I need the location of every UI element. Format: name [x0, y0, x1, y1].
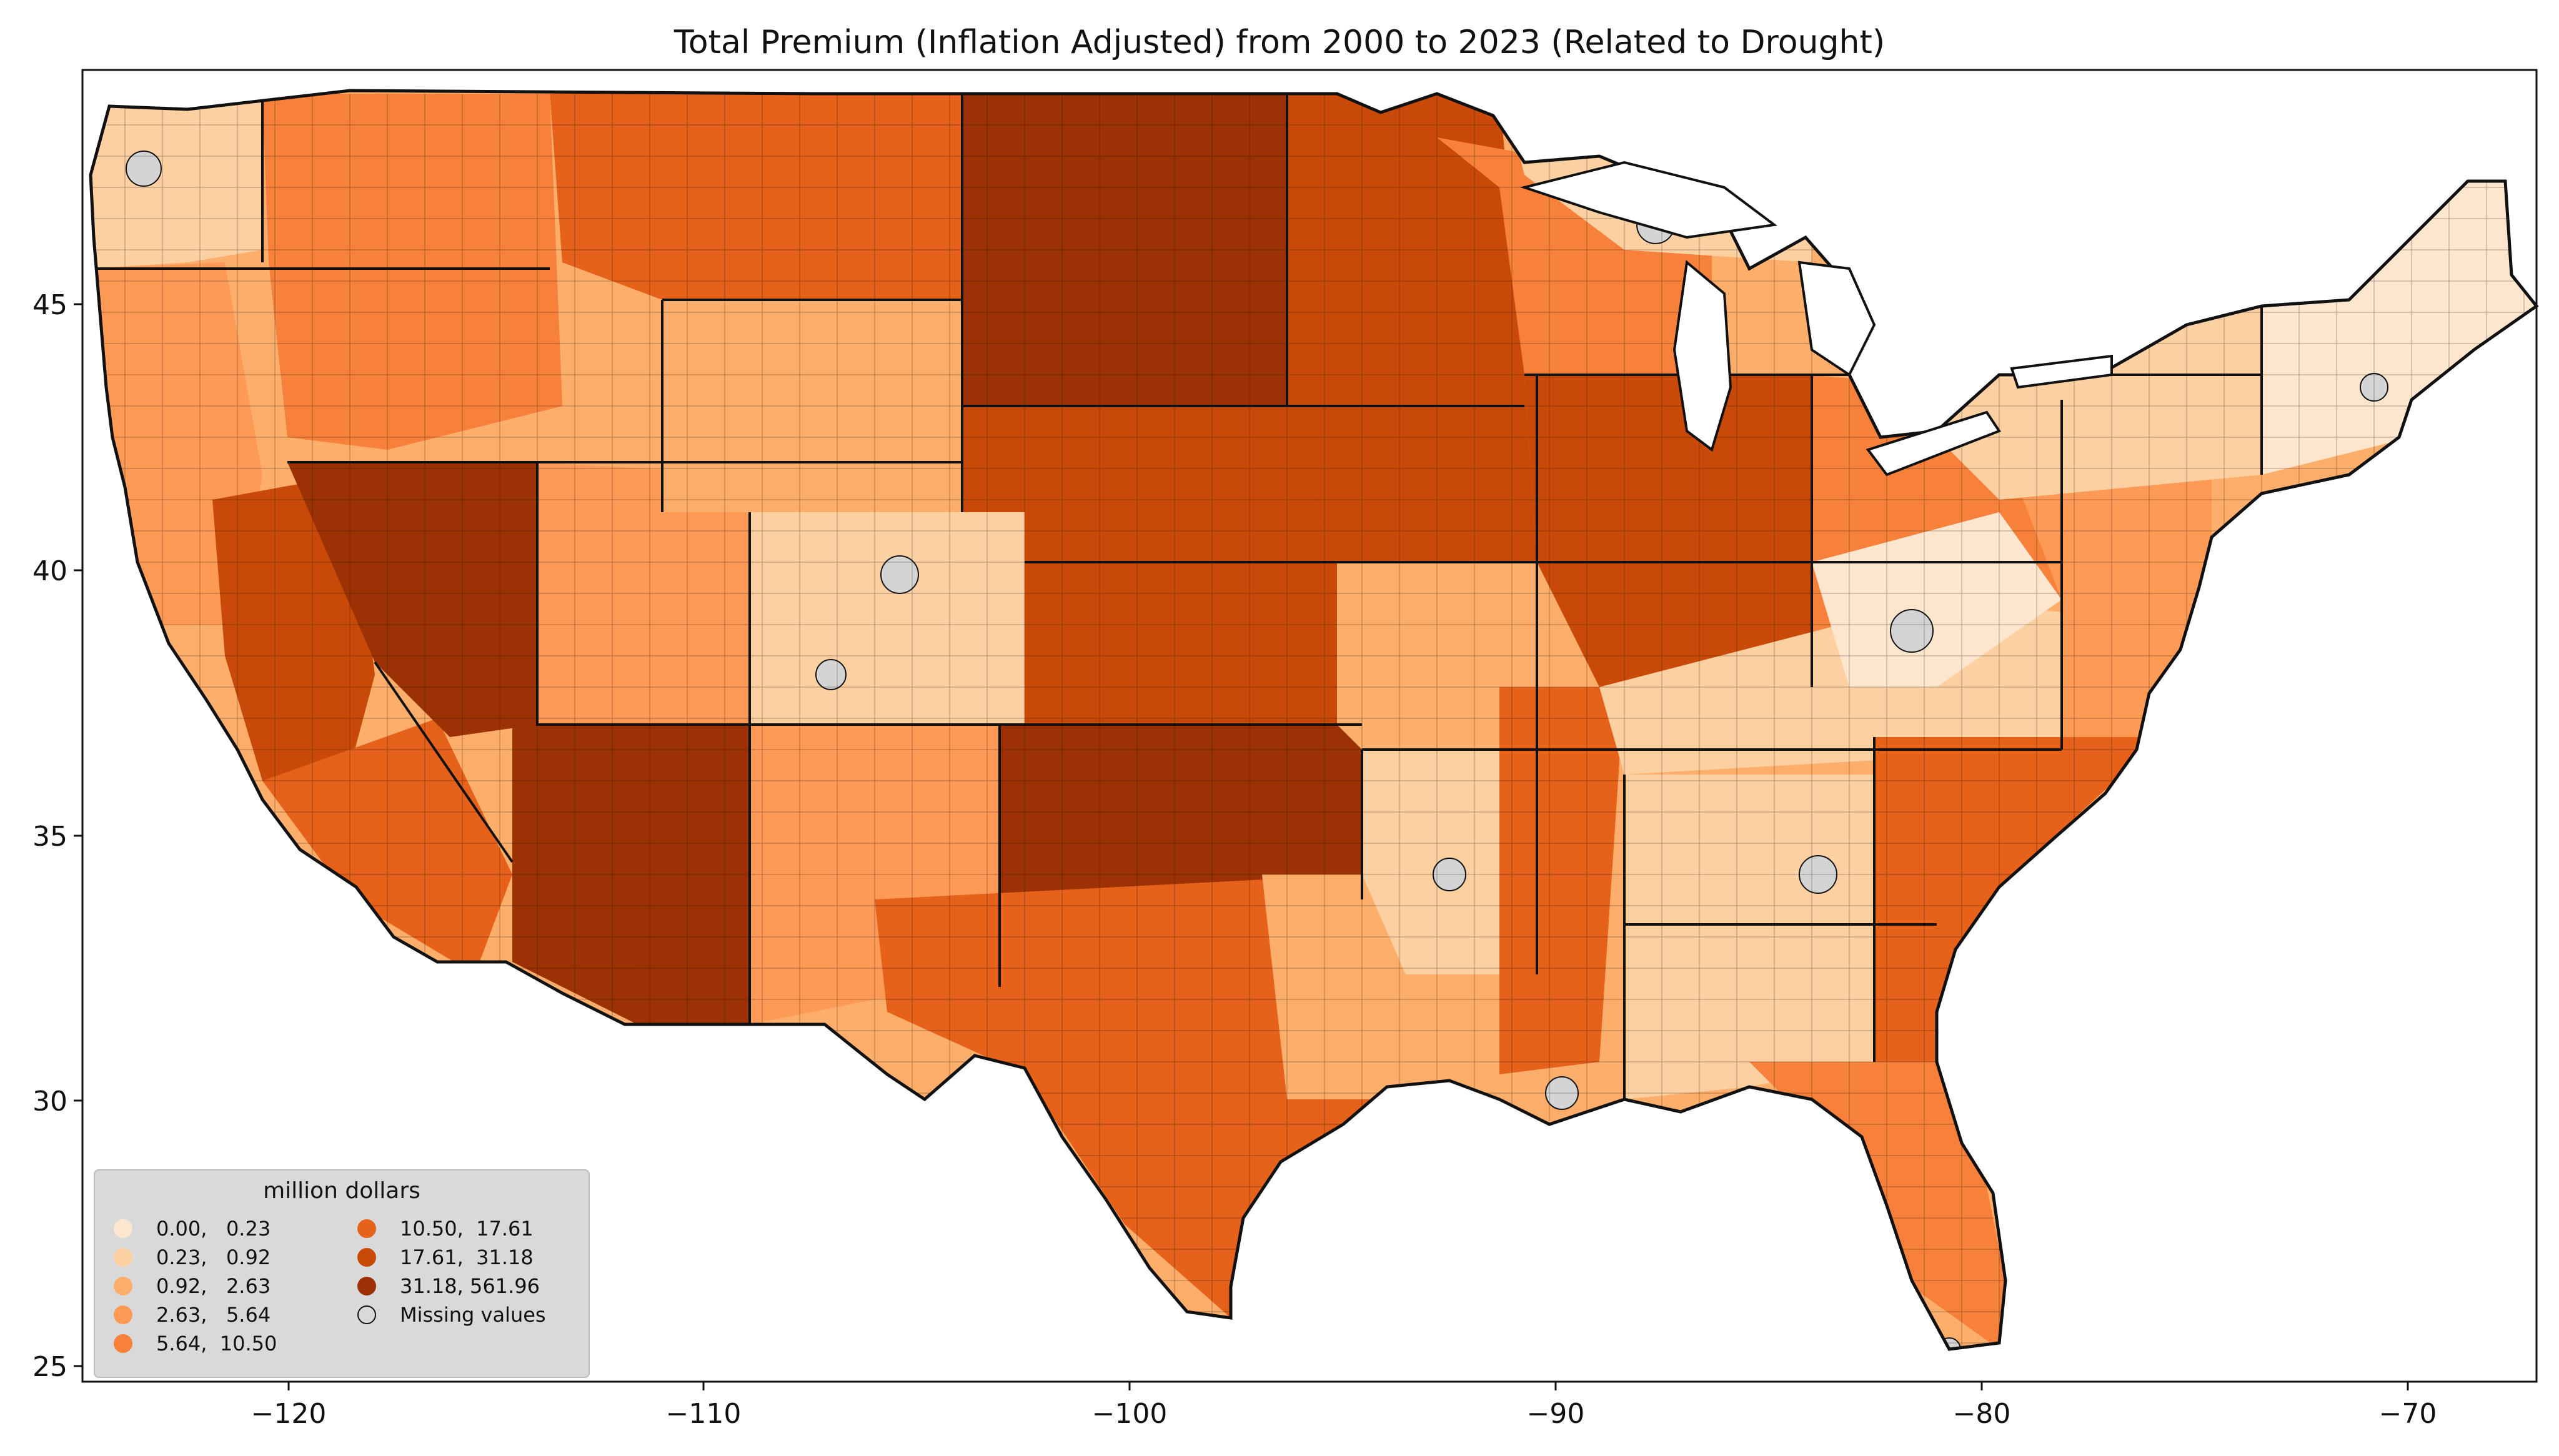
- y-tick-label: 30: [32, 1086, 67, 1117]
- region-wa-coast: [91, 94, 262, 269]
- missing-county: [815, 659, 847, 690]
- legend: million dollars 0.00, 0.23 0.23, 0.92 0.…: [94, 1169, 590, 1378]
- region-nebraska-kansas: [962, 406, 1337, 725]
- legend-label: 2.63, 5.64: [156, 1303, 271, 1327]
- state-borders: [91, 94, 2263, 1099]
- region-deep-south: [1624, 775, 1874, 1099]
- legend-item: 17.61, 31.18: [357, 1243, 546, 1272]
- legend-swatch: [114, 1334, 132, 1353]
- plot-frame: [81, 69, 2538, 1383]
- region-illinois-indiana: [1524, 375, 1812, 687]
- legend-swatch: [114, 1248, 132, 1267]
- lake-ontario: [2010, 354, 2113, 389]
- region-minnesota-iowa: [1287, 94, 1537, 562]
- legend-label: Missing values: [400, 1303, 546, 1327]
- legend-item: 0.00, 0.23: [114, 1214, 277, 1243]
- missing-county: [1545, 1076, 1579, 1110]
- legend-item: 31.18, 561.96: [357, 1272, 546, 1300]
- x-axis: [287, 1382, 2409, 1390]
- legend-swatch: [357, 1277, 376, 1295]
- lake-superior: [1519, 161, 1778, 239]
- great-lakes: [1519, 161, 2113, 477]
- y-tick-labels: 45 40 35 30 25: [32, 289, 67, 1383]
- legend-item: 0.23, 0.92: [114, 1243, 277, 1272]
- legend-swatch: [357, 1248, 376, 1267]
- y-tick-label: 35: [32, 821, 67, 853]
- region-new-england: [2262, 175, 2537, 475]
- x-tick-label: −100: [1092, 1398, 1168, 1430]
- us-outline: [89, 89, 2539, 1351]
- region-georgia-carolinas: [1874, 737, 2149, 1062]
- lake-erie: [1866, 410, 2002, 477]
- x-tick-label: −110: [666, 1398, 742, 1430]
- y-tick-label: 25: [32, 1351, 67, 1383]
- region-new-york: [1937, 300, 2262, 500]
- missing-county: [880, 555, 919, 594]
- region-colorado: [750, 512, 1025, 725]
- legend-label: 10.50, 17.61: [400, 1217, 534, 1241]
- x-tick-label: −70: [2379, 1398, 2437, 1430]
- county-boundaries: [91, 94, 2537, 1349]
- missing-county: [1890, 609, 1934, 653]
- region-arizona: [512, 725, 750, 1024]
- legend-swatch: [357, 1219, 376, 1238]
- y-tick-label: 40: [32, 555, 67, 587]
- y-tick-label: 45: [32, 289, 67, 321]
- legend-swatch: [357, 1305, 376, 1324]
- legend-item: 2.63, 5.64: [114, 1300, 277, 1329]
- legend-title: million dollars: [263, 1178, 420, 1204]
- legend-swatch: [114, 1219, 132, 1238]
- region-mississippi-delta: [1499, 687, 1624, 1074]
- region-utah: [537, 462, 750, 725]
- legend-item: Missing values: [357, 1300, 546, 1329]
- missing-county: [2360, 373, 2388, 402]
- lake-huron: [1797, 260, 1876, 377]
- region-northern-plains: [962, 94, 1287, 406]
- legend-item: 5.64, 10.50: [114, 1329, 277, 1358]
- legend-column-2: 10.50, 17.61 17.61, 31.18 31.18, 561.96 …: [357, 1214, 546, 1329]
- legend-label: 0.23, 0.92: [156, 1246, 271, 1269]
- x-tick-label: −80: [1953, 1398, 2011, 1430]
- legend-label: 31.18, 561.96: [400, 1274, 540, 1298]
- region-florida: [1749, 1062, 2005, 1349]
- legend-label: 17.61, 31.18: [400, 1246, 534, 1269]
- region-east-texas: [1262, 874, 1406, 1099]
- legend-label: 5.64, 10.50: [156, 1332, 277, 1355]
- legend-swatch: [114, 1305, 132, 1324]
- x-tick-label: −90: [1527, 1398, 1585, 1430]
- lake-michigan: [1672, 260, 1732, 452]
- legend-item: 10.50, 17.61: [357, 1214, 546, 1243]
- legend-column-1: 0.00, 0.23 0.23, 0.92 0.92, 2.63 2.63, 5…: [114, 1214, 277, 1358]
- legend-swatch: [114, 1277, 132, 1295]
- legend-label: 0.00, 0.23: [156, 1217, 271, 1241]
- legend-label: 0.92, 2.63: [156, 1274, 271, 1298]
- missing-county: [1433, 858, 1466, 891]
- legend-item: 0.92, 2.63: [114, 1272, 277, 1300]
- missing-county: [126, 151, 162, 187]
- region-idaho: [262, 94, 562, 450]
- x-tick-labels: −120 −110 −100 −90 −80 −70: [251, 1398, 2437, 1430]
- region-mid-atlantic: [1999, 437, 2212, 737]
- missing-county: [1799, 855, 1837, 894]
- region-wyoming: [662, 300, 962, 512]
- map-title: Total Premium (Inflation Adjusted) from …: [673, 24, 1886, 61]
- x-tick-label: −120: [251, 1398, 327, 1430]
- region-appalachia: [1812, 512, 2062, 687]
- region-so-cal: [262, 718, 512, 974]
- region-nevada: [287, 462, 537, 737]
- y-axis: [74, 303, 82, 1367]
- region-montana: [550, 94, 962, 300]
- region-fills: [91, 94, 2537, 1349]
